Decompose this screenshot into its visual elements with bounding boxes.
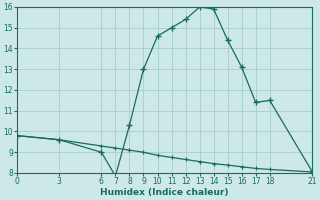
X-axis label: Humidex (Indice chaleur): Humidex (Indice chaleur) — [100, 188, 229, 197]
